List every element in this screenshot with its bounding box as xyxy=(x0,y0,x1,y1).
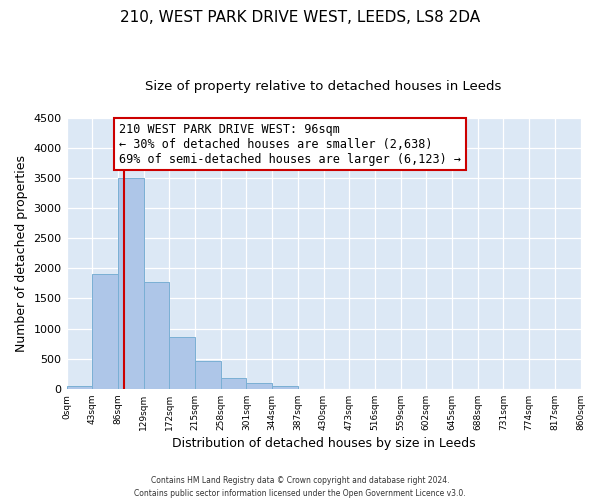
Bar xyxy=(92,274,118,389)
Bar xyxy=(67,386,92,389)
Text: 210, WEST PARK DRIVE WEST, LEEDS, LS8 2DA: 210, WEST PARK DRIVE WEST, LEEDS, LS8 2D… xyxy=(120,10,480,25)
Bar xyxy=(195,361,221,389)
Bar xyxy=(169,337,195,389)
Y-axis label: Number of detached properties: Number of detached properties xyxy=(15,155,28,352)
Bar xyxy=(118,178,143,389)
Title: Size of property relative to detached houses in Leeds: Size of property relative to detached ho… xyxy=(145,80,502,93)
Bar xyxy=(221,378,247,389)
Bar xyxy=(272,386,298,389)
X-axis label: Distribution of detached houses by size in Leeds: Distribution of detached houses by size … xyxy=(172,437,475,450)
Text: Contains HM Land Registry data © Crown copyright and database right 2024.
Contai: Contains HM Land Registry data © Crown c… xyxy=(134,476,466,498)
Text: 210 WEST PARK DRIVE WEST: 96sqm
← 30% of detached houses are smaller (2,638)
69%: 210 WEST PARK DRIVE WEST: 96sqm ← 30% of… xyxy=(119,122,461,166)
Bar xyxy=(247,384,272,389)
Bar xyxy=(143,282,169,389)
